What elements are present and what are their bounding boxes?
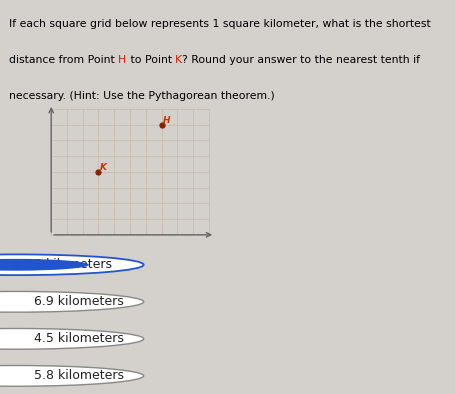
Text: distance from Point: distance from Point <box>9 55 118 65</box>
Text: H: H <box>118 55 126 65</box>
Circle shape <box>0 255 143 275</box>
Circle shape <box>0 366 143 386</box>
Text: K: K <box>175 55 182 65</box>
Text: ? Round your answer to the nearest tenth if: ? Round your answer to the nearest tenth… <box>182 55 420 65</box>
Text: 5 kilometers: 5 kilometers <box>34 258 112 271</box>
Text: necessary. (Hint: Use the Pythagorean theorem.): necessary. (Hint: Use the Pythagorean th… <box>9 91 274 101</box>
Circle shape <box>0 259 89 271</box>
Text: 5.8 kilometers: 5.8 kilometers <box>34 370 124 382</box>
Text: to Point: to Point <box>126 55 175 65</box>
Circle shape <box>0 292 143 312</box>
Circle shape <box>0 329 143 349</box>
Text: K: K <box>100 163 107 172</box>
Text: If each square grid below represents 1 square kilometer, what is the shortest: If each square grid below represents 1 s… <box>9 19 430 29</box>
Text: H: H <box>163 116 170 125</box>
Text: 6.9 kilometers: 6.9 kilometers <box>34 296 124 308</box>
Text: 4.5 kilometers: 4.5 kilometers <box>34 333 124 345</box>
